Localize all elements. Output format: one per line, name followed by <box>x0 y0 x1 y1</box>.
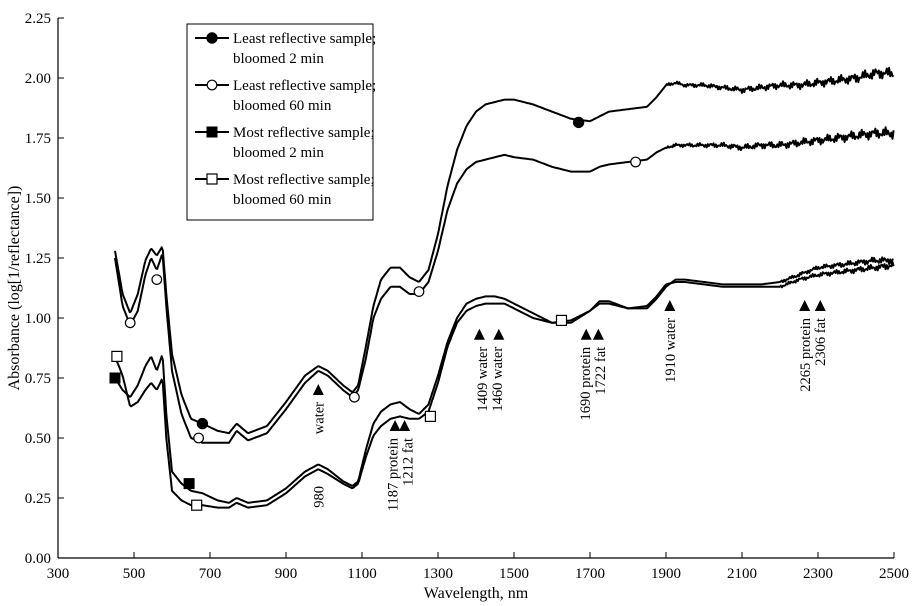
legend-entry-label: bloomed 60 min <box>233 192 332 208</box>
legend-entry-label: bloomed 60 min <box>233 98 332 114</box>
band-annotation-label: 1212 fat <box>401 438 417 486</box>
series-marker <box>349 391 360 403</box>
band-annotation-label: 980 <box>311 486 327 508</box>
series-marker <box>191 499 203 511</box>
band-marker-triangle <box>664 300 676 311</box>
legend-entry-label: bloomed 2 min <box>233 145 324 161</box>
series-marker <box>151 274 163 286</box>
x-tick-label: 1500 <box>499 566 529 582</box>
band-annotation-label: 1187 protein <box>386 437 402 511</box>
band-marker-triangle <box>312 384 324 395</box>
series-marker <box>206 79 218 91</box>
band-marker-triangle <box>493 328 505 340</box>
y-tick-label: 2.25 <box>25 11 51 27</box>
series-marker <box>109 372 121 384</box>
y-tick-label: 2.00 <box>25 71 51 87</box>
x-tick-label: 700 <box>199 566 222 582</box>
band-marker-triangle <box>799 300 811 311</box>
y-tick-label: 1.25 <box>25 251 51 267</box>
x-tick-label: 1100 <box>347 566 376 582</box>
y-tick-label: 0.00 <box>25 551 51 567</box>
band-annotation-label: 1409 water <box>475 347 491 412</box>
band-marker-triangle <box>389 420 401 431</box>
series-layer <box>109 66 895 511</box>
x-tick-label: 500 <box>123 566 146 582</box>
series-marker <box>111 350 123 362</box>
band-annotation-label: water <box>311 402 327 434</box>
band-annotation-label: 1460 water <box>490 347 506 412</box>
legend-entry-label: Least reflective sample; <box>233 78 376 94</box>
series-marker <box>572 116 585 129</box>
legend-entry-label: Most reflective sample; <box>233 172 375 188</box>
series-marker <box>413 286 425 298</box>
band-annotation-label: 1910 water <box>663 318 679 383</box>
series-marker <box>630 156 641 168</box>
series-line <box>114 126 895 444</box>
y-tick-label: 1.75 <box>25 131 51 147</box>
series-line <box>114 66 895 435</box>
x-tick-label: 900 <box>275 566 298 582</box>
band-annotation-label: 1722 fat <box>593 347 609 395</box>
series-line <box>114 256 894 504</box>
y-tick-label: 1.00 <box>25 311 51 327</box>
band-marker-triangle <box>580 328 592 340</box>
annotation-layer: water 980 1187 protein 1212 fat 1409 water 14… <box>311 300 829 511</box>
x-tick-label: 300 <box>47 566 70 582</box>
axes: 0.00 0.25 0.50 0.75 1.00 1.25 1.50 1.75 2.00 2.25… <box>25 11 909 582</box>
band-marker-triangle <box>592 328 604 340</box>
series-marker <box>193 432 205 444</box>
x-axis-title: Wavelength, nm <box>424 585 529 602</box>
y-tick-label: 1.50 <box>25 191 51 207</box>
series-marker <box>196 417 209 430</box>
band-marker-triangle <box>473 328 485 340</box>
x-tick-label: 1700 <box>575 566 605 582</box>
legend-entry-label: Least reflective sample; <box>233 31 376 47</box>
legend: Least reflective sample; bloomed 2 min Lea… <box>186 23 376 221</box>
series-marker <box>424 410 436 422</box>
band-marker-triangle <box>399 420 411 431</box>
x-tick-label: 1300 <box>423 566 453 582</box>
band-annotation-label: 2306 fat <box>813 318 829 366</box>
band-annotation-label: 2265 protein <box>798 317 814 391</box>
y-tick-label: 0.50 <box>25 431 51 447</box>
series-marker <box>124 317 136 329</box>
series-marker <box>206 126 218 138</box>
x-tick-label: 2300 <box>803 566 833 582</box>
y-tick-label: 0.75 <box>25 371 51 387</box>
y-axis-title: Absorbance (log[1/reflectance]) <box>6 186 23 391</box>
band-annotation-label: 1690 protein <box>578 346 594 420</box>
legend-box <box>186 23 374 221</box>
series-marker <box>206 173 218 185</box>
series-marker <box>555 314 568 326</box>
series-marker <box>206 32 218 44</box>
legend-entry-label: bloomed 2 min <box>233 51 324 67</box>
x-tick-label: 1900 <box>651 566 681 582</box>
band-marker-triangle <box>814 300 826 311</box>
legend-entry-label: Most reflective sample; <box>233 125 375 141</box>
series-line <box>114 261 895 509</box>
x-tick-label: 2500 <box>879 566 909 582</box>
x-tick-label: 2100 <box>727 566 757 582</box>
y-tick-label: 0.25 <box>25 491 51 507</box>
series-marker <box>183 478 195 490</box>
